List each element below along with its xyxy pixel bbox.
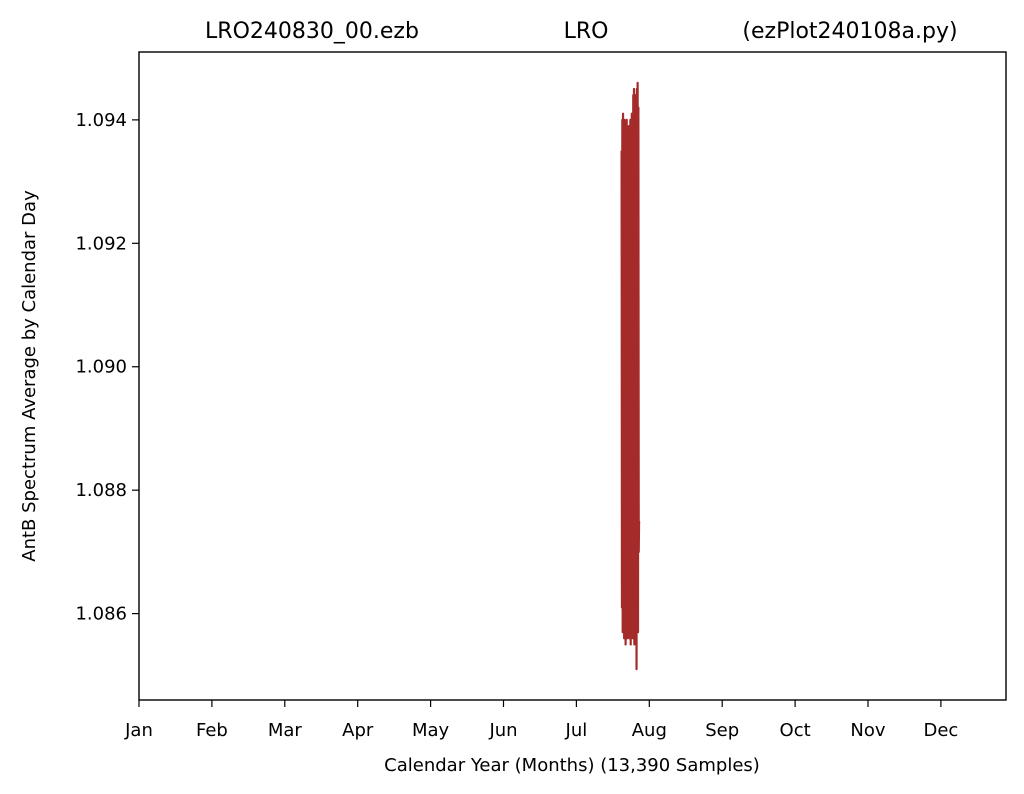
series-line-0 <box>620 81 641 671</box>
x-tick-label: Feb <box>196 720 228 741</box>
y-tick-label: 1.092 <box>75 233 127 254</box>
chart-title-left: LRO240830_00.ezb <box>205 19 419 44</box>
y-tick-label: 1.088 <box>75 480 127 501</box>
y-tick-label: 1.086 <box>75 604 127 625</box>
data-series <box>620 81 641 671</box>
x-tick-label: Nov <box>850 720 885 741</box>
x-tick-label: Sep <box>705 720 739 741</box>
x-tick-label: Jan <box>124 720 153 741</box>
y-tick-label: 1.094 <box>75 110 127 131</box>
y-tick-label: 1.090 <box>75 357 127 378</box>
x-tick-label: May <box>412 720 450 741</box>
x-tick-label: Jul <box>565 720 588 741</box>
chart-title-right: (ezPlot240108a.py) <box>742 19 957 44</box>
x-tick-label: Dec <box>923 720 958 741</box>
y-axis-label: AntB Spectrum Average by Calendar Day <box>19 190 40 562</box>
x-tick-label: Apr <box>342 720 374 741</box>
x-axis-ticks: Jan Feb Mar Apr May Jun Jul Aug Sep Oct Nov Dec <box>124 700 958 741</box>
y-axis-ticks: 1.086 1.088 1.090 1.092 1.094 <box>75 110 139 625</box>
x-tick-label: Aug <box>632 720 667 741</box>
x-tick-label: Jun <box>488 720 517 741</box>
chart-title-center: LRO <box>564 19 609 44</box>
x-tick-label: Mar <box>268 720 303 741</box>
x-tick-label: Oct <box>780 720 811 741</box>
plot-frame <box>138 51 1007 701</box>
x-axis-label: Calendar Year (Months) (13,390 Samples) <box>384 755 760 776</box>
